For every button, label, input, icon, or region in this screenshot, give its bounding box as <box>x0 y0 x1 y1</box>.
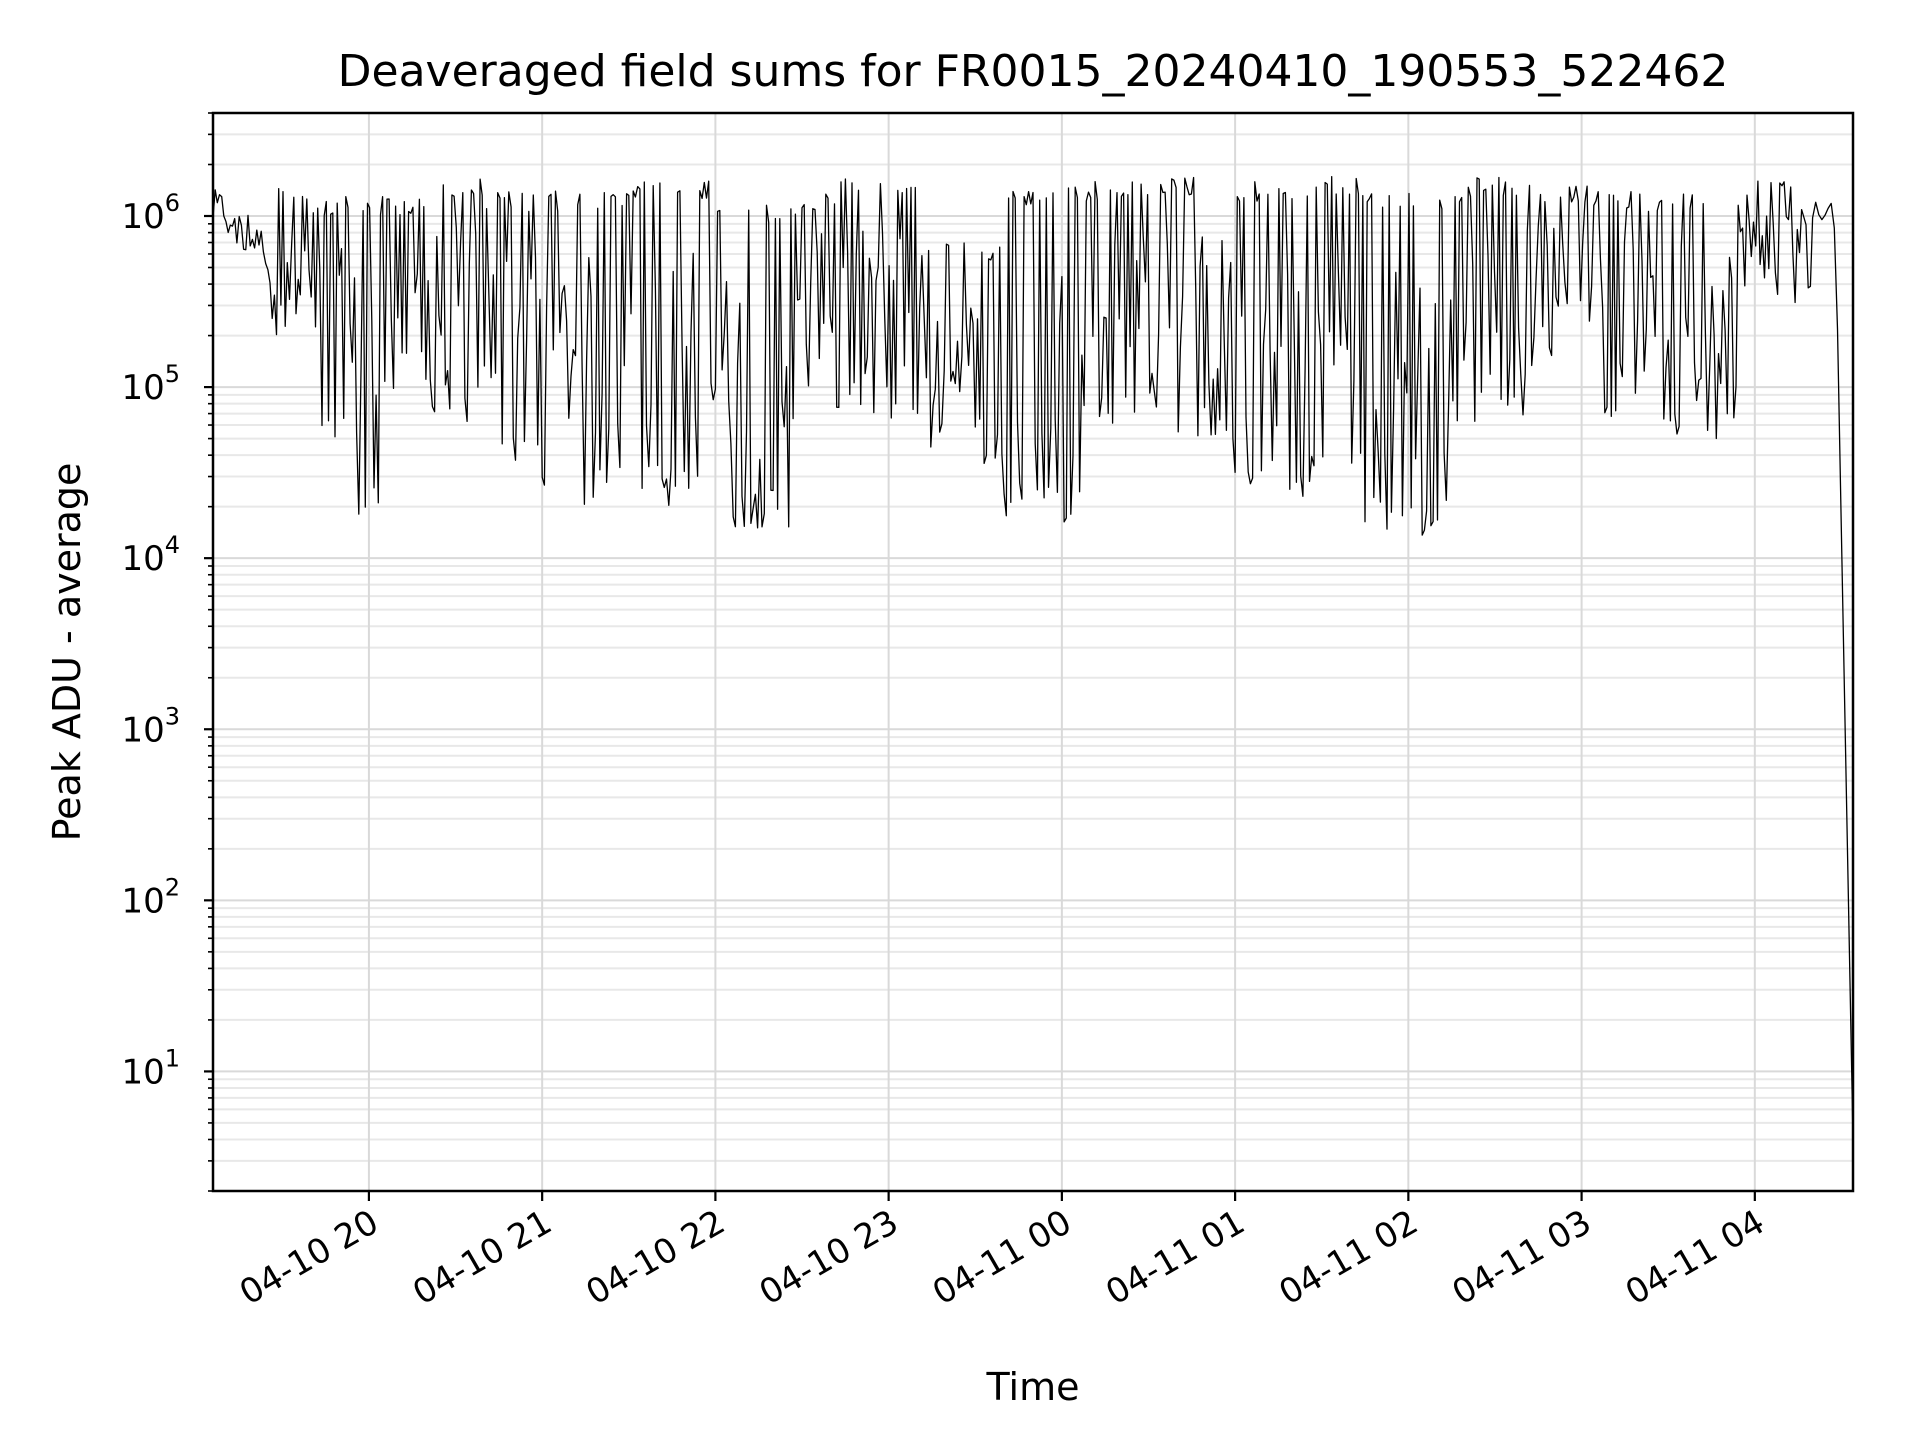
y-axis-label: Peak ADU - average <box>45 463 89 842</box>
series-line <box>212 175 1854 1140</box>
y-tick-label: 103 <box>121 702 180 750</box>
y-tick-label: 104 <box>121 531 180 579</box>
y-tick-label: 102 <box>121 873 180 921</box>
y-axis: 101 102 103 104 105 106 <box>121 112 213 1192</box>
y-tick-label: 106 <box>121 189 180 237</box>
series-group <box>212 175 1854 1140</box>
y-tick-label: 101 <box>121 1044 180 1092</box>
x-axis-label: Time <box>986 1365 1080 1409</box>
y-tick-label: 105 <box>121 360 180 408</box>
plot-frame <box>211 111 1855 1193</box>
chart-title: Deaveraged field sums for FR0015_2024041… <box>338 46 1729 97</box>
